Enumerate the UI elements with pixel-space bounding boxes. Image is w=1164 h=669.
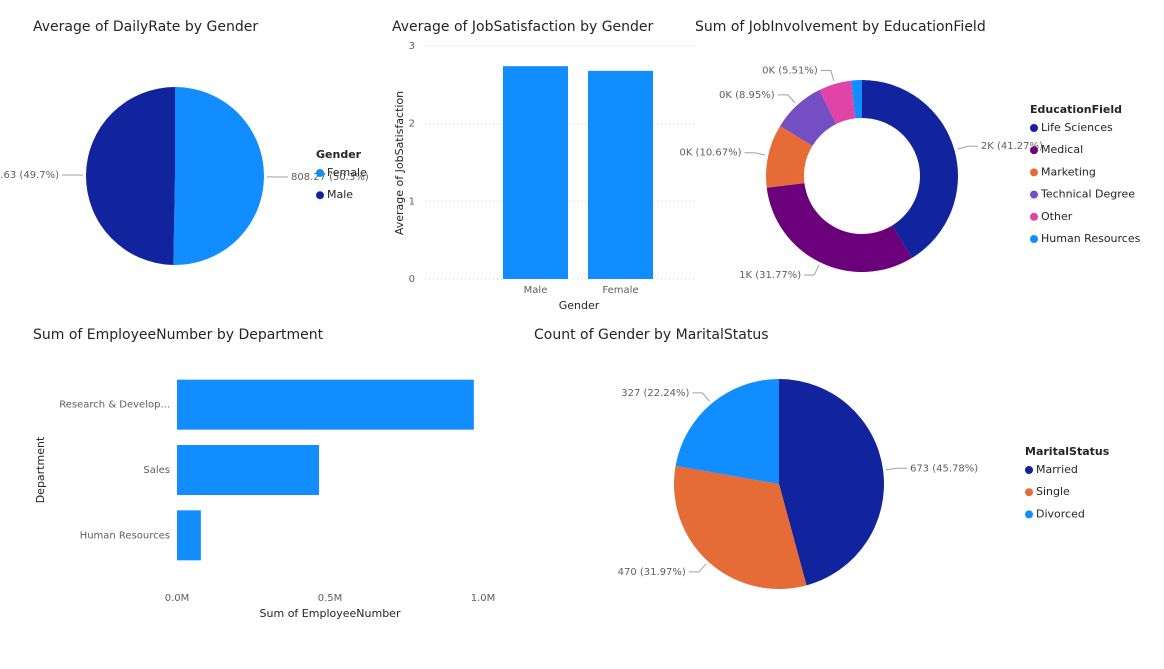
data-label: 327 (22.24%) (621, 388, 689, 399)
bar (177, 510, 201, 561)
chart-title: Average of DailyRate by Gender (33, 19, 258, 35)
x-tick-label: 1.0M (471, 593, 496, 604)
legend-label: Divorced (1036, 507, 1085, 520)
y-tick-label: Research & Develop... (59, 400, 170, 411)
legend-label: Other (1041, 210, 1073, 223)
y-tick-label: Sales (143, 465, 170, 476)
y-axis-label: Department (34, 436, 47, 503)
y-tick-label: 0 (409, 274, 415, 285)
data-label: 0K (10.67%) (679, 148, 741, 159)
slice (851, 80, 862, 119)
slice (86, 87, 175, 265)
data-label: 798.63 (49.7%) (0, 170, 59, 181)
legend-label: Marketing (1041, 165, 1096, 178)
bar (177, 445, 319, 495)
legend-title: Gender (316, 148, 362, 161)
legend-marker (1030, 212, 1038, 221)
legend-label: Male (327, 188, 353, 201)
chart-title: Sum of JobInvolvement by EducationField (695, 19, 986, 35)
data-label: 470 (31.97%) (618, 567, 686, 578)
slice (819, 80, 856, 125)
slice (173, 87, 264, 266)
y-tick-label: 1 (409, 196, 415, 207)
x-tick-label: 0.5M (318, 593, 343, 604)
leader-line (804, 264, 820, 276)
bar (588, 70, 653, 279)
legend-label: Technical Degree (1040, 188, 1135, 201)
leader-line (957, 145, 978, 150)
leader-line (744, 152, 766, 156)
slice (674, 465, 807, 589)
legend-label: Female (327, 166, 367, 179)
legend-title: EducationField (1030, 103, 1122, 116)
y-axis-label: Average of JobSatisfaction (393, 91, 406, 235)
legend-marker (1030, 235, 1038, 243)
chart-title: Count of Gender by MaritalStatus (534, 327, 769, 343)
x-tick-label: Male (524, 285, 548, 296)
slice (779, 378, 885, 586)
chart-title: Sum of EmployeeNumber by Department (33, 327, 324, 343)
data-label: 0K (8.95%) (719, 90, 775, 101)
legend-marker (1030, 168, 1038, 177)
legend-marker (316, 169, 324, 177)
leader-line (885, 467, 907, 471)
legend-marker (1030, 190, 1038, 199)
legend-marker (1025, 510, 1033, 519)
legend-marker (1025, 488, 1033, 497)
y-tick-label: 3 (409, 41, 415, 52)
legend-marker (1030, 124, 1038, 132)
chart-title: Average of JobSatisfaction by Gender (392, 19, 654, 35)
leader-line (777, 94, 796, 104)
legend-label: Married (1036, 463, 1078, 476)
legend-label: Single (1036, 485, 1070, 498)
leader-line (820, 70, 835, 82)
y-tick-label: 2 (409, 119, 415, 130)
data-label: 1K (31.77%) (739, 270, 801, 281)
legend-marker (1030, 146, 1038, 155)
slice (780, 89, 837, 146)
legend-marker (1025, 466, 1033, 474)
slice (766, 183, 913, 272)
slice (862, 80, 959, 258)
x-axis-label: Sum of EmployeeNumber (260, 607, 401, 620)
x-tick-label: 0.0M (165, 593, 190, 604)
data-label: 2K (41.27%) (981, 141, 1043, 152)
x-axis-label: Gender (559, 299, 600, 312)
bar (503, 66, 568, 280)
legend-label: Human Resources (1041, 232, 1141, 245)
leader-line (692, 392, 710, 402)
legend-label: Medical (1041, 143, 1083, 156)
legend-marker (316, 191, 324, 200)
bar (177, 379, 474, 430)
data-label: 808.27 (50.3%) (291, 172, 369, 183)
legend-label: Life Sciences (1041, 121, 1113, 134)
slice (675, 379, 779, 484)
data-label: 673 (45.78%) (910, 463, 978, 474)
y-tick-label: Human Resources (80, 530, 170, 541)
data-label: 0K (5.51%) (762, 66, 818, 77)
x-tick-label: Female (602, 285, 638, 296)
slice (766, 125, 813, 188)
legend-title: MaritalStatus (1025, 445, 1110, 458)
leader-line (688, 563, 707, 573)
